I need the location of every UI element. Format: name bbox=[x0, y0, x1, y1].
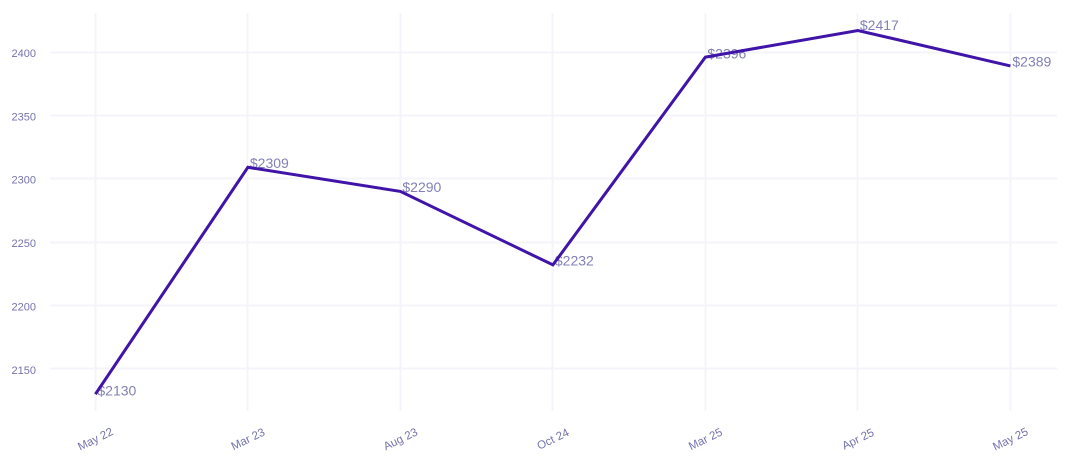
svg-text:$2417: $2417 bbox=[860, 17, 899, 33]
svg-text:$2232: $2232 bbox=[555, 252, 594, 268]
svg-text:$2130: $2130 bbox=[97, 383, 136, 399]
svg-text:2400: 2400 bbox=[12, 48, 36, 60]
svg-text:2250: 2250 bbox=[12, 238, 36, 250]
svg-text:$2389: $2389 bbox=[1012, 53, 1051, 69]
svg-text:2300: 2300 bbox=[12, 175, 36, 187]
svg-text:2350: 2350 bbox=[12, 111, 36, 123]
svg-text:2150: 2150 bbox=[12, 365, 36, 377]
svg-text:$2290: $2290 bbox=[402, 179, 441, 195]
svg-text:2200: 2200 bbox=[12, 301, 36, 313]
svg-text:$2309: $2309 bbox=[250, 155, 289, 171]
